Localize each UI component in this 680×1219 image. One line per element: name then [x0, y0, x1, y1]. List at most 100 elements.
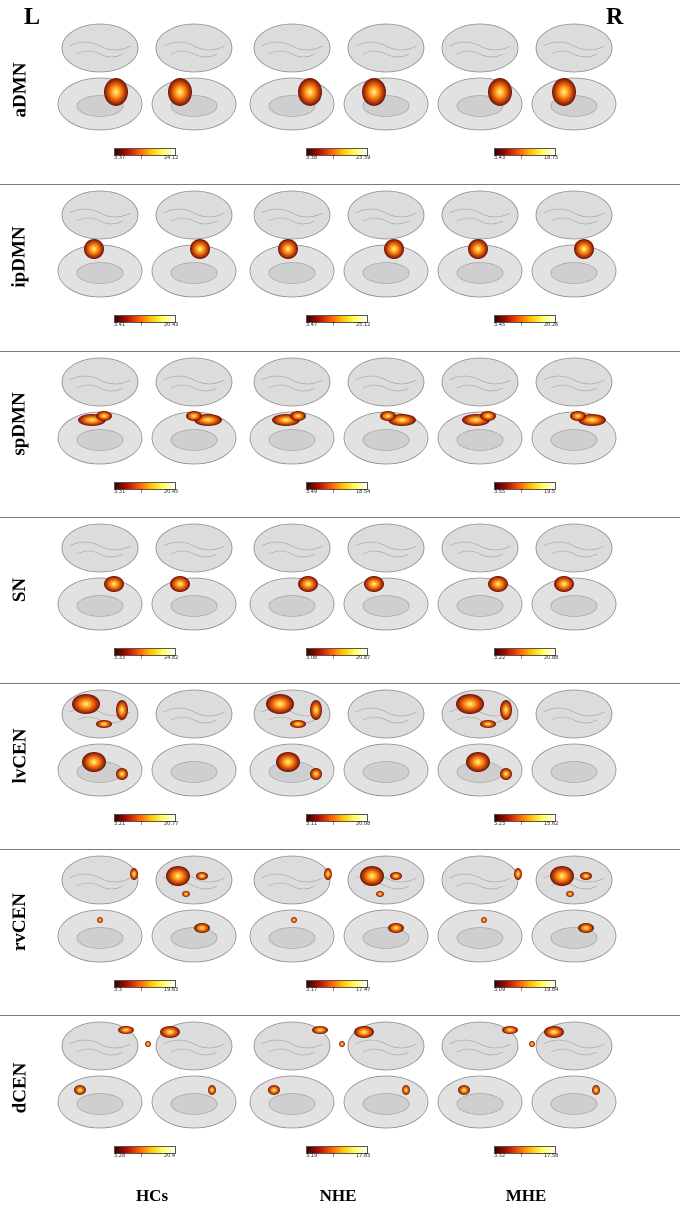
colorbar-min: 3.55 [494, 489, 506, 495]
activation-blob [570, 411, 586, 421]
colorbar-gradient [494, 482, 556, 490]
colorbar-max: 17.58 [544, 1153, 559, 1159]
activation-blob [186, 411, 202, 421]
colorbar-max: 19.84 [544, 987, 559, 993]
activation-blob [376, 891, 384, 897]
colorbar-symbol: T [140, 155, 144, 161]
colorbar-symbol: T [332, 155, 336, 161]
row-label: ipDMN [2, 187, 38, 327]
brain-surface-render [437, 1021, 617, 1129]
brain-surface-render [249, 190, 429, 298]
network-row-dcen: dCEN 3.28 T 20.4 3.19 T 17.83 [0, 1018, 680, 1180]
colorbar: 3.23 T 15.62 [482, 814, 572, 828]
colorbar-symbol: T [520, 821, 524, 827]
brain-surface-render [57, 190, 237, 298]
colorbar-max: 20.77 [164, 821, 179, 827]
colorbar-max: 18.75 [544, 155, 559, 161]
activation-blob [72, 694, 100, 714]
colorbar-symbol: T [140, 987, 144, 993]
activation-blob [145, 1041, 151, 1047]
colorbar-min: 3.08 [306, 655, 318, 661]
colorbar-min: 3.43 [494, 155, 506, 161]
colorbar: 3.22 T 20.88 [482, 648, 572, 662]
activation-blob [529, 1041, 535, 1047]
row-label-text: dCEN [9, 1062, 30, 1114]
row-label: SN [2, 520, 38, 660]
brain-surface-render [249, 1021, 429, 1129]
activation-blob [74, 1085, 86, 1095]
activation-blob [190, 239, 210, 259]
colorbar-gradient [114, 1146, 176, 1154]
row-divider [0, 1015, 680, 1016]
brain-surface-render [249, 689, 429, 797]
colorbar-gradient [114, 148, 176, 156]
colorbar-max: 24.12 [164, 155, 179, 161]
brain-panel-hcs: 3.41 T 20.43 [52, 187, 242, 328]
row-divider [0, 683, 680, 684]
colorbar: 3.11 T 20.08 [294, 814, 384, 828]
colorbar-symbol: T [332, 821, 336, 827]
colorbar-max: 17.47 [356, 987, 371, 993]
activation-blob [84, 239, 104, 259]
row-label-text: aDMN [9, 62, 31, 118]
network-row-lvcen: lvCEN 3.21 T 20.77 3.11 T 20.08 [0, 686, 680, 848]
activation-blob [298, 576, 318, 592]
colorbar-gradient [114, 980, 176, 988]
brain-surface-render [249, 855, 429, 963]
activation-blob [466, 752, 490, 772]
brain-surface-render [57, 23, 237, 131]
activation-blob [168, 78, 192, 106]
colorbar-symbol: T [520, 322, 524, 328]
colorbar-min: 3.37 [114, 155, 126, 161]
activation-blob [544, 1026, 564, 1038]
activation-blob [552, 78, 576, 106]
activation-blob [310, 768, 322, 780]
colorbar-min: 3.21 [114, 821, 126, 827]
colorbar-symbol: T [332, 987, 336, 993]
brain-panel-nhe: 3.49 T 18.54 [244, 354, 434, 495]
colorbar: 3.21 T 20.77 [102, 814, 192, 828]
activation-blob [278, 239, 298, 259]
colorbar-gradient [306, 148, 368, 156]
row-label-text: SN [8, 577, 30, 603]
brain-surface-render [437, 357, 617, 465]
colorbar-max: 24.82 [164, 655, 179, 661]
colorbar-max: 20.88 [544, 655, 559, 661]
colorbar: 3.43 T 18.75 [482, 148, 572, 162]
colorbar-gradient [114, 814, 176, 822]
colorbar: 3.37 T 24.12 [102, 148, 192, 162]
activation-blob [324, 868, 332, 880]
activation-blob [390, 872, 402, 880]
row-divider [0, 184, 680, 185]
colorbar-max: 23.59 [356, 155, 371, 161]
brain-panel-hcs: 3.31 T 20.45 [52, 354, 242, 495]
activation-blob [339, 1041, 345, 1047]
activation-blob [566, 891, 574, 897]
brain-panel-nhe: 3.38 T 23.59 [244, 20, 434, 162]
brain-panel-hcs: 3.33 T 24.82 [52, 520, 242, 662]
brain-panel-hcs: 3.37 T 24.12 [52, 20, 242, 162]
activation-blob [298, 78, 322, 106]
activation-blob [480, 411, 496, 421]
colorbar-max: 20.08 [356, 821, 371, 827]
network-row-ipdmn: ipDMN 3.41 T 20.43 3.47 T 25.12 [0, 187, 680, 349]
colorbar-symbol: T [332, 1153, 336, 1159]
brain-panel-mhe: 3.09 T 19.84 [432, 852, 622, 994]
colorbar-min: 3.17 [306, 987, 318, 993]
colorbar-min: 3.31 [114, 489, 126, 495]
row-label-text: lvCEN [9, 728, 30, 784]
brain-panel-hcs: 3.3 T 19.63 [52, 852, 242, 993]
colorbar-gradient [494, 148, 556, 156]
colorbar: 3.38 T 23.59 [294, 148, 384, 162]
colorbar-gradient [306, 814, 368, 822]
colorbar: 3.09 T 19.84 [482, 980, 572, 994]
brain-panel-mhe: 3.32 T 17.58 [432, 1018, 622, 1159]
colorbar-gradient [114, 648, 176, 656]
activation-blob [96, 720, 112, 728]
activation-blob [362, 78, 386, 106]
colorbar: 3.33 T 24.82 [102, 648, 192, 662]
colorbar-symbol: T [140, 655, 144, 661]
colorbar-gradient [306, 980, 368, 988]
activation-blob [480, 720, 496, 728]
activation-blob [488, 78, 512, 106]
